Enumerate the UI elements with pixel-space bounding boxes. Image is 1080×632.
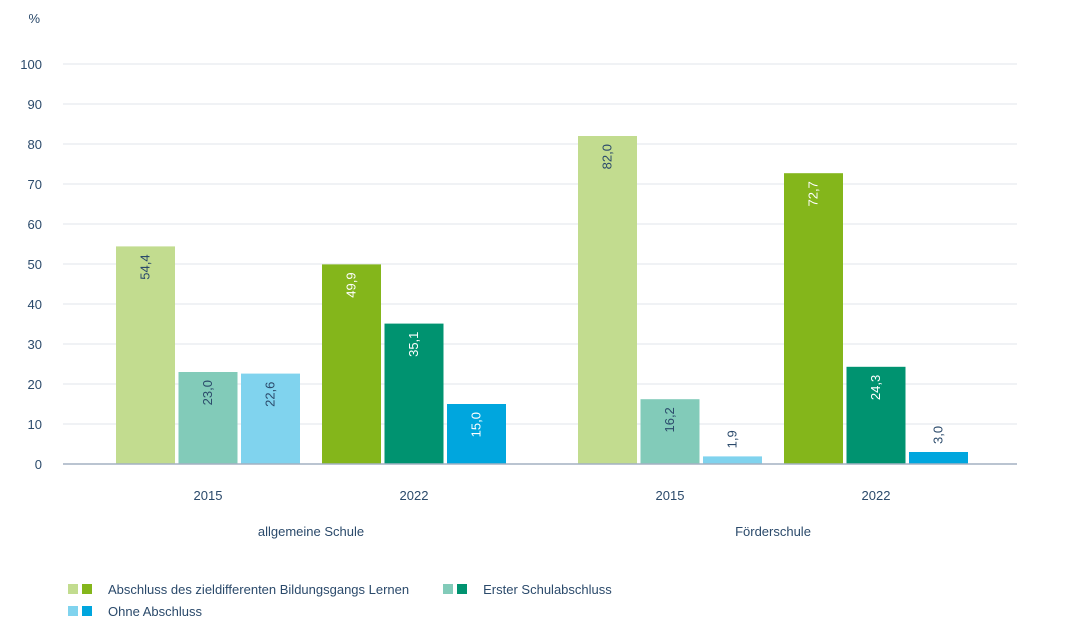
bar	[640, 399, 700, 464]
legend-swatch-2015	[68, 584, 78, 594]
value-label: 16,2	[662, 407, 677, 432]
bar	[846, 366, 906, 464]
value-label: 54,4	[138, 254, 153, 279]
legend-item-ohne-abschluss: Ohne Abschluss	[68, 604, 202, 619]
bar	[241, 373, 300, 464]
legend-swatch-2022	[82, 606, 92, 616]
x-axis-categories: 2015 2022 allgemeine Schule 2015 2022 Förders…	[194, 488, 891, 539]
legend-swatch-2015	[443, 584, 454, 594]
y-tick-label: 100	[20, 57, 42, 72]
y-tick-label: 70	[28, 177, 42, 192]
bar	[703, 456, 762, 464]
bar	[447, 404, 506, 464]
y-axis-ticks: 0 10 20 30 40 50 60 70 80 90 100	[20, 57, 42, 472]
x-group-label: allgemeine Schule	[258, 524, 364, 539]
bar	[116, 246, 175, 464]
y-tick-label: 20	[28, 377, 42, 392]
y-tick-label: 60	[28, 217, 42, 232]
y-tick-label: 50	[28, 257, 42, 272]
legend-swatch-2015	[68, 606, 78, 616]
bar	[578, 136, 637, 464]
value-label: 22,6	[263, 382, 278, 407]
y-tick-label: 0	[35, 457, 42, 472]
value-label: 82,0	[600, 144, 615, 169]
x-group-label: Förderschule	[735, 524, 811, 539]
value-labels: 54,4 23,0 22,6 49,9 35,1 15,0 82,0 16,2 1,9 72,7 2…	[138, 144, 946, 448]
y-axis-label: %	[28, 11, 40, 26]
y-tick-label: 80	[28, 137, 42, 152]
x-tick-year: 2015	[194, 488, 223, 503]
y-tick-label: 10	[28, 417, 42, 432]
legend: Abschluss des zieldifferenten Bildungsga…	[68, 578, 646, 622]
bars	[116, 136, 968, 464]
y-tick-label: 40	[28, 297, 42, 312]
legend-swatch-2022	[82, 584, 92, 594]
value-label: 15,0	[469, 412, 484, 437]
value-label: 49,9	[344, 272, 359, 297]
legend-item-erster-schulabschluss: Erster Schulabschluss	[443, 582, 612, 597]
value-label: 23,0	[200, 380, 215, 405]
legend-label: Abschluss des zieldifferenten Bildungsga…	[108, 581, 410, 597]
x-tick-year: 2015	[656, 488, 685, 503]
legend-item-lernen: Abschluss des zieldifferenten Bildungsga…	[68, 582, 409, 597]
value-label: 3,0	[931, 426, 946, 444]
legend-label: Erster Schulabschluss	[483, 581, 612, 597]
value-label: 35,1	[406, 332, 421, 357]
bar	[322, 264, 381, 464]
bar	[909, 452, 968, 464]
value-label: 1,9	[725, 430, 740, 448]
value-label: 72,7	[806, 181, 821, 206]
bar	[178, 372, 238, 464]
y-tick-label: 90	[28, 97, 42, 112]
legend-label: Ohne Abschluss	[108, 603, 202, 619]
legend-swatch-2022	[457, 584, 468, 594]
bar	[784, 173, 843, 464]
x-tick-year: 2022	[400, 488, 429, 503]
bar	[384, 323, 444, 464]
value-label: 24,3	[868, 375, 883, 400]
x-tick-year: 2022	[862, 488, 891, 503]
y-tick-label: 30	[28, 337, 42, 352]
